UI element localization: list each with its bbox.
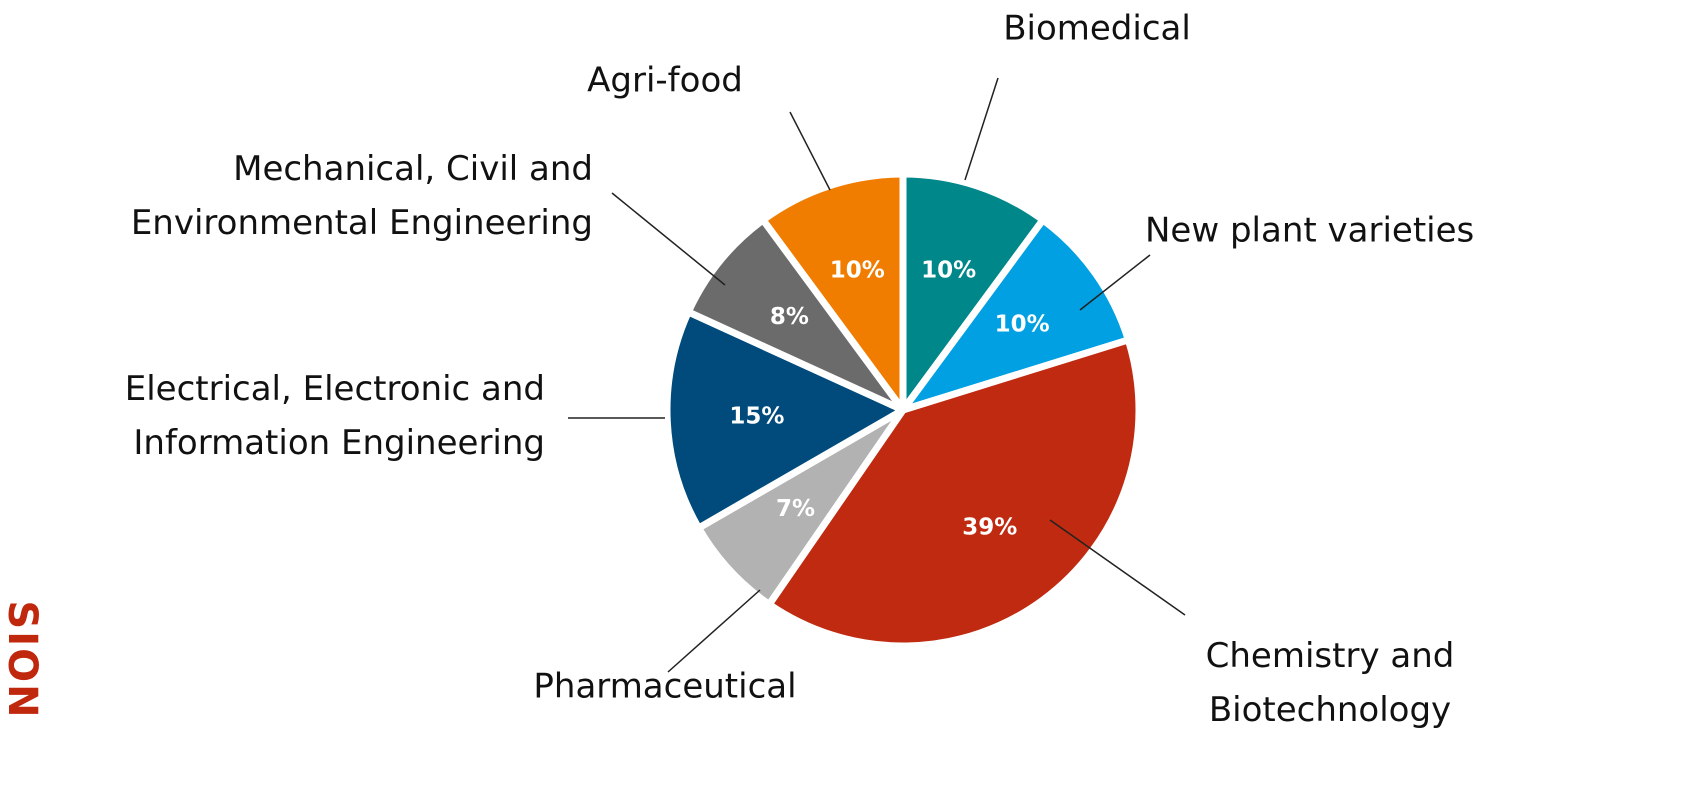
category-label: Mechanical, Civil and Environmental Engin… — [131, 149, 593, 243]
leader-line — [789, 111, 831, 191]
leader-line — [1049, 519, 1186, 616]
pie-slice — [663, 308, 907, 532]
value-label: 39% — [962, 514, 1017, 540]
pie-slice — [899, 170, 1047, 414]
category-label: New plant varieties — [1145, 211, 1474, 251]
category-label: Biomedical — [1003, 9, 1191, 49]
leader-line — [964, 77, 999, 181]
category-label: Chemistry and Biotechnology — [1206, 636, 1455, 730]
value-label: 15% — [729, 403, 784, 429]
pie-slice — [899, 216, 1132, 414]
category-label: Pharmaceutical — [533, 667, 796, 707]
leader-line — [1079, 254, 1151, 311]
leader-line — [611, 192, 726, 286]
leader-line — [667, 589, 761, 673]
category-label: Agri-food — [587, 61, 743, 101]
value-label: 7% — [776, 496, 815, 522]
value-label: 10% — [995, 312, 1050, 338]
value-label: 10% — [830, 257, 885, 283]
value-label: 8% — [770, 304, 809, 330]
value-label: 10% — [921, 257, 976, 283]
category-label: Electrical, Electronic and Information En… — [125, 369, 545, 463]
side-label: SION — [0, 600, 45, 719]
pie-slice — [759, 170, 907, 414]
pie-slice — [765, 336, 1143, 650]
pie-slice — [684, 216, 907, 414]
